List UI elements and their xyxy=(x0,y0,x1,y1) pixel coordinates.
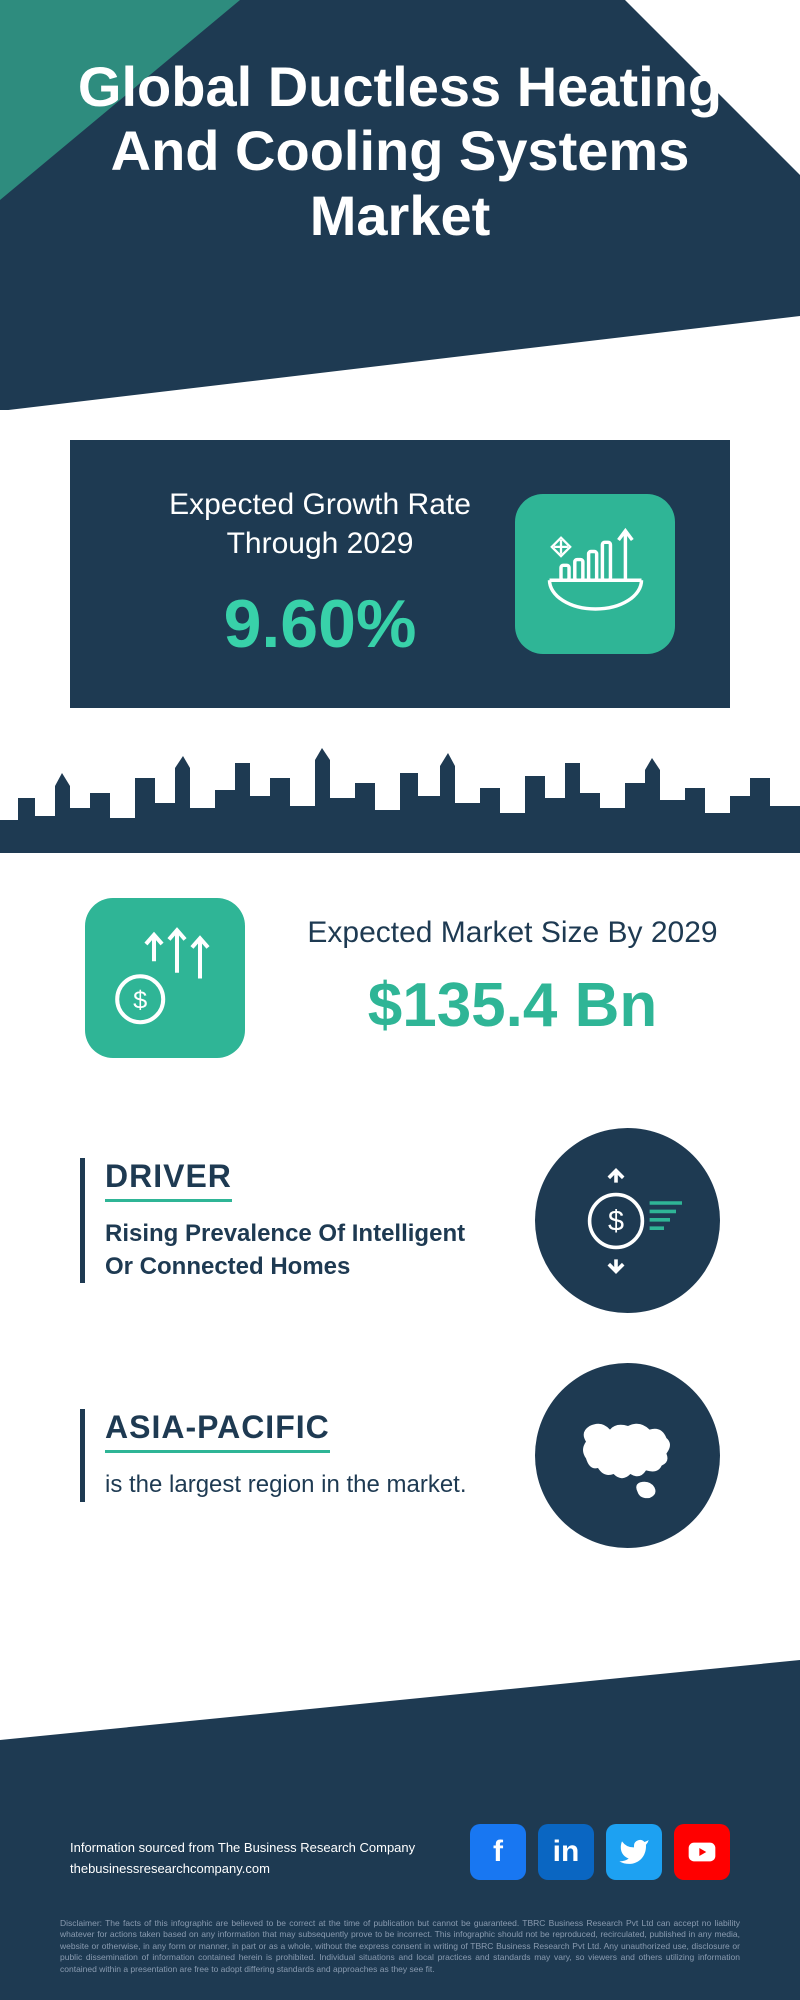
driver-body: Rising Prevalence Of Intelligent Or Conn… xyxy=(105,1218,495,1283)
region-text-block: ASIA-PACIFIC is the largest region in th… xyxy=(80,1409,495,1501)
linkedin-icon[interactable]: in xyxy=(538,1824,594,1880)
region-body: is the largest region in the market. xyxy=(105,1469,495,1501)
market-size-panel: $ Expected Market Size By 2029 $135.4 Bn xyxy=(0,853,800,1103)
svg-text:$: $ xyxy=(133,986,147,1014)
social-icons: f in xyxy=(470,1824,730,1880)
footer-source: Information sourced from The Business Re… xyxy=(70,1838,415,1880)
driver-heading: DRIVER xyxy=(105,1158,232,1202)
facebook-icon[interactable]: f xyxy=(470,1824,526,1880)
growth-rate-panel: Expected Growth Rate Through 2029 9.60% xyxy=(70,440,730,708)
region-heading: ASIA-PACIFIC xyxy=(105,1409,330,1453)
growth-chart-icon xyxy=(515,494,675,654)
city-skyline-divider xyxy=(0,748,800,853)
disclaimer-text: Disclaimer: The facts of this infographi… xyxy=(60,1918,740,1975)
growth-value: 9.60% xyxy=(125,585,515,663)
footer-content: Information sourced from The Business Re… xyxy=(70,1824,730,1880)
youtube-icon[interactable] xyxy=(674,1824,730,1880)
footer-decor-triangle xyxy=(0,1660,800,1740)
source-line1: Information sourced from The Business Re… xyxy=(70,1838,415,1859)
driver-text-block: DRIVER Rising Prevalence Of Intelligent … xyxy=(80,1158,495,1283)
header-banner: Global Ductless Heating And Cooling Syst… xyxy=(0,0,800,410)
market-text: Expected Market Size By 2029 $135.4 Bn xyxy=(295,916,730,1041)
footer: Information sourced from The Business Re… xyxy=(0,1660,800,2000)
money-flow-icon: $ xyxy=(535,1128,720,1313)
region-row: ASIA-PACIFIC is the largest region in th… xyxy=(0,1338,800,1573)
market-size-label: Expected Market Size By 2029 xyxy=(295,916,730,950)
twitter-icon[interactable] xyxy=(606,1824,662,1880)
growth-text: Expected Growth Rate Through 2029 9.60% xyxy=(125,485,515,663)
page-title: Global Ductless Heating And Cooling Syst… xyxy=(60,55,740,248)
svg-text:$: $ xyxy=(607,1205,623,1237)
driver-row: DRIVER Rising Prevalence Of Intelligent … xyxy=(0,1103,800,1338)
world-map-icon xyxy=(535,1363,720,1548)
market-size-value: $135.4 Bn xyxy=(295,970,730,1041)
decor-cut xyxy=(0,316,800,411)
source-line2: thebusinessresearchcompany.com xyxy=(70,1859,415,1880)
dollar-growth-icon: $ xyxy=(85,898,245,1058)
growth-label: Expected Growth Rate Through 2029 xyxy=(125,485,515,563)
